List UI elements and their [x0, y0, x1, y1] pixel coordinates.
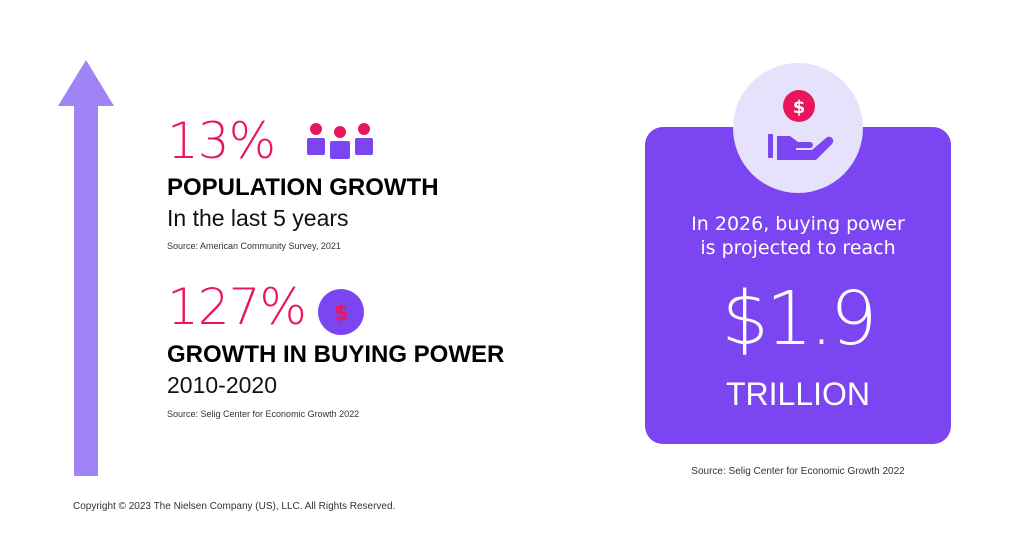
projection-amount: $1.9 — [721, 276, 878, 362]
population-growth-value: 13% — [167, 112, 276, 170]
buying-power-growth-source: Source: Selig Center for Economic Growth… — [167, 409, 360, 419]
buying-power-growth-subtitle: 2010-2020 — [167, 372, 277, 398]
copyright-notice: Copyright © 2023 The Nielsen Company (US… — [73, 501, 396, 512]
svg-text:$: $ — [333, 301, 348, 326]
projection-icon-badge — [733, 63, 863, 193]
buying-power-growth-title: GROWTH IN BUYING POWER — [167, 341, 505, 368]
projection-unit: TRILLION — [725, 376, 871, 412]
projection-text-line1: In 2026, buying power — [691, 213, 905, 235]
buying-power-growth-value: 127% — [167, 278, 307, 336]
population-growth-title: POPULATION GROWTH — [167, 174, 439, 201]
dollar-coin-icon: $ — [318, 289, 364, 335]
population-growth-subtitle: In the last 5 years — [167, 205, 349, 231]
hand-holding-dollar-icon: $ — [768, 90, 834, 160]
people-group-icon — [307, 123, 373, 159]
projection-source: Source: Selig Center for Economic Growth… — [691, 466, 905, 477]
growth-arrow-icon — [58, 60, 114, 476]
population-growth-source: Source: American Community Survey, 2021 — [167, 241, 341, 251]
svg-text:$: $ — [793, 97, 806, 118]
projection-text-line2: is projected to reach — [700, 237, 896, 259]
